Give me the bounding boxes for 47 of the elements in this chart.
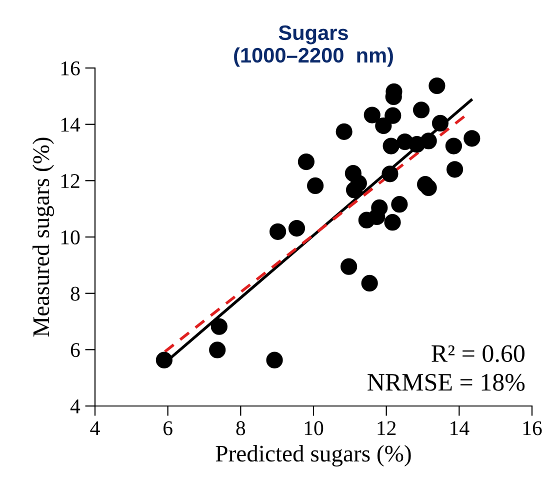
point xyxy=(307,177,324,194)
y-tick-label: 10 xyxy=(61,230,80,244)
point xyxy=(346,182,363,198)
point xyxy=(432,114,449,132)
point xyxy=(446,161,464,178)
point xyxy=(298,153,315,170)
x-tick-label: 14 xyxy=(450,421,470,436)
point xyxy=(361,274,378,292)
x-tick-label: 4 xyxy=(90,421,100,436)
point xyxy=(375,117,392,134)
point xyxy=(210,318,228,335)
point xyxy=(428,77,446,94)
point xyxy=(266,352,283,368)
x-tick-label: 12 xyxy=(378,421,396,436)
point xyxy=(382,138,400,154)
point xyxy=(464,130,480,147)
point xyxy=(364,106,380,124)
point xyxy=(156,352,172,368)
chart-title: Sugars (1000–2200 nm) xyxy=(234,25,393,67)
y-tick-label: 6 xyxy=(70,343,80,358)
point xyxy=(336,123,352,140)
y-tick-label: 12 xyxy=(61,174,80,188)
x-tick-label: 10 xyxy=(304,421,324,436)
x-tick-label: 6 xyxy=(164,421,172,436)
point xyxy=(382,166,398,182)
y-tick-label: 16 xyxy=(61,61,80,76)
y-tick-label: 14 xyxy=(61,118,80,132)
x-tick-label: 8 xyxy=(236,421,246,436)
point xyxy=(371,199,388,216)
point xyxy=(412,102,430,118)
point xyxy=(420,132,437,150)
point xyxy=(445,138,462,154)
point xyxy=(391,196,408,213)
point xyxy=(384,107,402,124)
y-tick-label: 4 xyxy=(70,400,80,414)
point xyxy=(209,342,226,358)
point xyxy=(340,258,358,275)
x-tick-label: 16 xyxy=(523,421,542,436)
annotation: R² = 0.60 xyxy=(432,345,524,362)
point xyxy=(270,223,286,240)
point xyxy=(420,179,437,196)
x-axis-title: Predicted sugars (%) xyxy=(216,445,411,467)
y-tick-label: 8 xyxy=(70,286,80,301)
y-axis-title: Measured sugars (%) xyxy=(32,138,54,337)
annotation: NRMSE = 18% xyxy=(368,374,525,391)
point xyxy=(288,220,306,237)
point xyxy=(384,214,401,231)
